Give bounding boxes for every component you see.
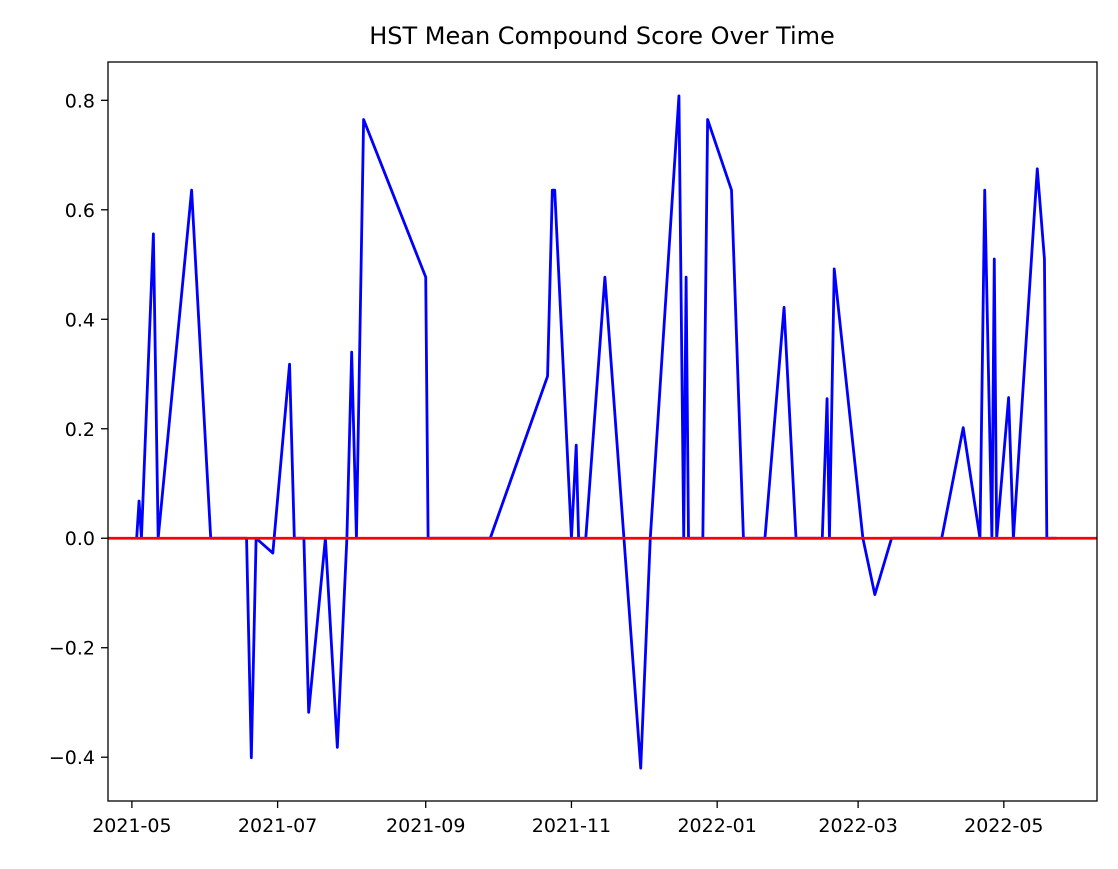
- y-tick-label: −0.2: [49, 638, 95, 660]
- series-line-0: [135, 94, 1057, 770]
- series-layer: [135, 94, 1057, 770]
- chart-title: HST Mean Compound Score Over Time: [369, 22, 835, 50]
- y-tick-label: 0.2: [65, 419, 95, 441]
- y-tick-label: 0.6: [65, 200, 95, 222]
- y-tick-label: −0.4: [49, 747, 95, 769]
- x-tick-label: 2022-01: [677, 815, 756, 837]
- x-axis: 2021-05 2021-07 2021-09 2021-11 2022-01 2022-…: [92, 801, 1044, 837]
- y-tick-label: 0.4: [65, 309, 95, 331]
- x-tick-label: 2021-09: [386, 815, 465, 837]
- y-axis: −0.4 −0.2 0.0 0.2 0.4 0.6 0.8: [49, 90, 108, 769]
- x-tick-label: 2021-11: [532, 815, 611, 837]
- x-tick-label: 2022-05: [964, 815, 1043, 837]
- x-tick-label: 2022-03: [818, 815, 897, 837]
- y-tick-label: 0.8: [65, 90, 95, 112]
- x-tick-label: 2021-07: [238, 815, 317, 837]
- plot-frame: [107, 61, 1098, 802]
- x-tick-label: 2021-05: [92, 815, 171, 837]
- y-tick-label: 0.0: [65, 528, 95, 550]
